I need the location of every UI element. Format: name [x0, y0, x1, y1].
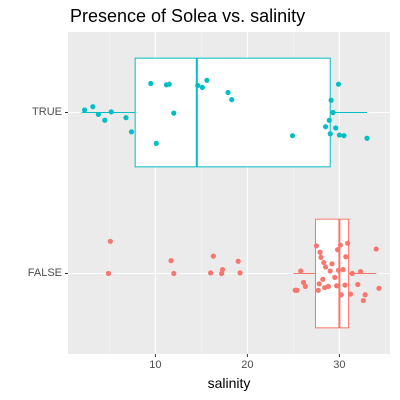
data-point [364, 135, 370, 141]
data-point [148, 80, 154, 87]
y-tick-label: FALSE [27, 266, 62, 279]
boxes [81, 57, 377, 329]
data-point [340, 267, 346, 273]
data-point [123, 115, 129, 121]
data-point [335, 267, 342, 273]
data-point [320, 276, 326, 282]
data-point [318, 254, 324, 260]
data-point [341, 133, 347, 139]
data-point [313, 243, 319, 249]
chart-title: Presence of Solea vs. salinity [70, 6, 306, 26]
data-point [321, 259, 327, 266]
data-point [90, 104, 96, 110]
data-point [357, 268, 364, 275]
data-point [325, 283, 331, 289]
data-point [219, 267, 226, 273]
data-point [335, 81, 342, 87]
data-point [317, 249, 323, 255]
data-point [355, 281, 361, 288]
data-point [376, 285, 382, 291]
data-point [229, 97, 235, 103]
data-point [327, 268, 333, 274]
data-point [208, 270, 214, 276]
data-point [204, 77, 210, 83]
data-point [195, 82, 201, 89]
data-point [316, 281, 322, 287]
data-point [107, 238, 113, 244]
data-point [360, 297, 366, 304]
x-tick-label: 20 [241, 359, 254, 371]
data-point [128, 129, 135, 135]
axis-ticks [65, 112, 340, 357]
x-axis-label: salinity [207, 375, 251, 391]
data-point [298, 268, 304, 274]
data-point [171, 270, 177, 277]
data-point [153, 140, 159, 147]
data-point [323, 124, 329, 130]
data-point [342, 282, 348, 288]
data-point [328, 97, 334, 103]
data-point [362, 292, 368, 298]
data-point [294, 287, 300, 293]
y-tick-label: TRUE [32, 105, 62, 118]
data-point [102, 117, 108, 123]
data-point [210, 253, 216, 259]
data-point [166, 81, 172, 87]
data-point [81, 107, 88, 113]
data-point [330, 109, 336, 116]
data-point [345, 240, 351, 246]
data-point [333, 125, 339, 131]
data-point [105, 270, 112, 277]
data-point [326, 117, 332, 123]
data-point [329, 261, 335, 267]
points [81, 77, 382, 304]
data-point [235, 258, 241, 264]
data-point [336, 132, 342, 138]
data-point [327, 131, 333, 137]
x-tick-label: 10 [149, 359, 162, 371]
data-point [225, 89, 231, 96]
data-point [237, 270, 243, 276]
data-point [349, 270, 355, 277]
data-point [343, 254, 349, 260]
data-point [347, 291, 354, 297]
data-point [323, 264, 329, 270]
data-point [302, 283, 308, 289]
data-point [332, 274, 338, 280]
data-point [334, 247, 341, 253]
data-point [168, 258, 174, 264]
data-point [199, 84, 205, 90]
box [314, 218, 350, 329]
x-tick-label: 30 [333, 359, 346, 371]
data-point [337, 242, 343, 248]
data-point [373, 246, 379, 252]
data-point [95, 111, 101, 118]
data-point [171, 110, 177, 116]
data-point [315, 287, 321, 293]
data-point [108, 109, 114, 115]
data-point [300, 279, 307, 286]
data-point [334, 283, 340, 289]
data-point [289, 133, 296, 139]
box [134, 57, 331, 168]
data-point [338, 292, 344, 298]
